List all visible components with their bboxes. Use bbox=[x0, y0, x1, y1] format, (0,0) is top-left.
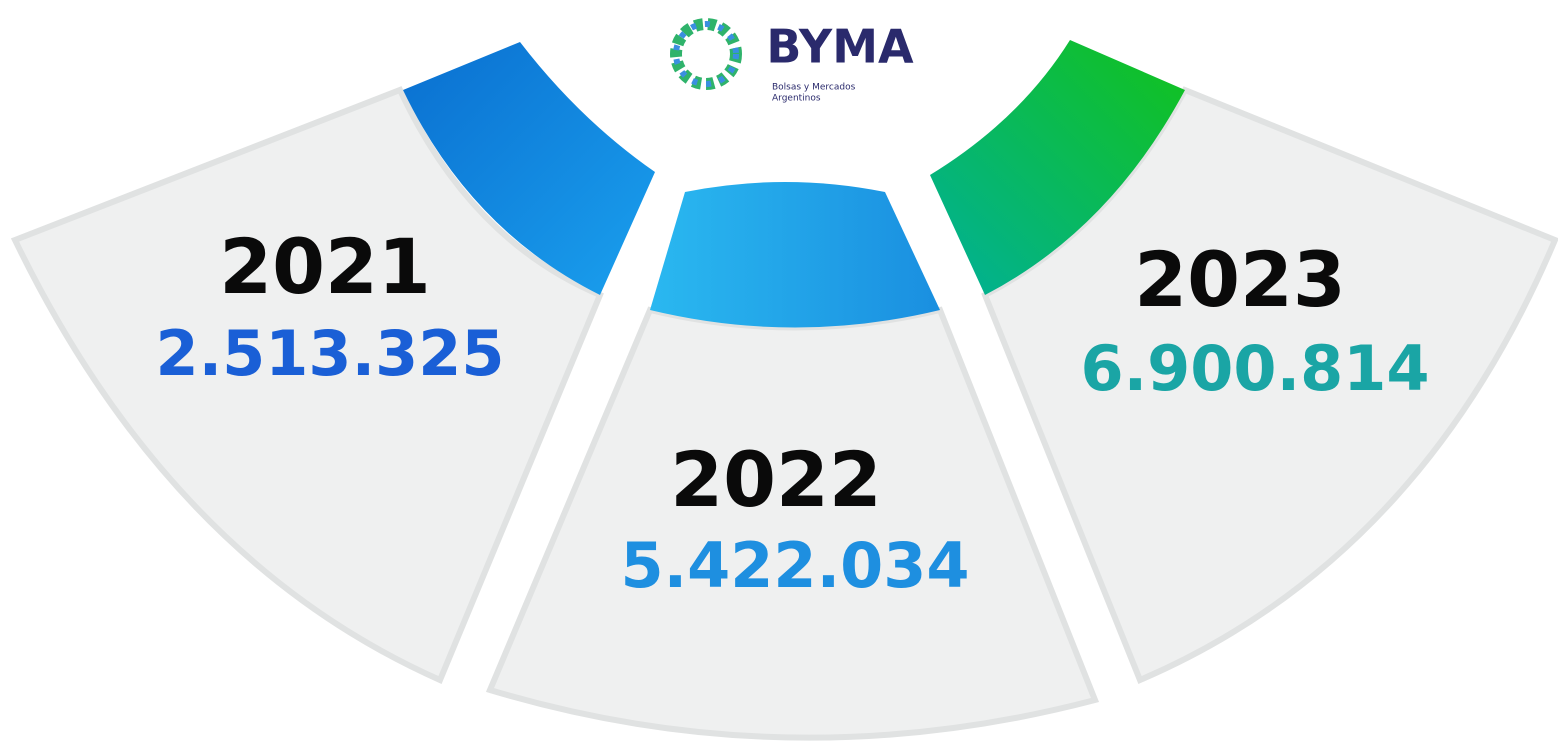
value: 2.513.325 bbox=[155, 317, 504, 390]
logo-tagline: Bolsas y Mercados bbox=[772, 83, 856, 93]
band-2021 bbox=[403, 42, 655, 295]
year: 2021 bbox=[219, 222, 431, 311]
panel-2021 bbox=[10, 86, 604, 684]
value: 6.900.814 bbox=[1080, 332, 1429, 405]
logo-tagline: Argentinos bbox=[772, 94, 821, 104]
band-2022 bbox=[650, 182, 940, 328]
year: 2022 bbox=[670, 435, 882, 524]
band-2023 bbox=[930, 40, 1185, 295]
logo-name: BYMA bbox=[766, 20, 914, 74]
value: 5.422.034 bbox=[620, 529, 969, 602]
year: 2023 bbox=[1134, 235, 1346, 324]
logo-mark bbox=[670, 18, 742, 90]
